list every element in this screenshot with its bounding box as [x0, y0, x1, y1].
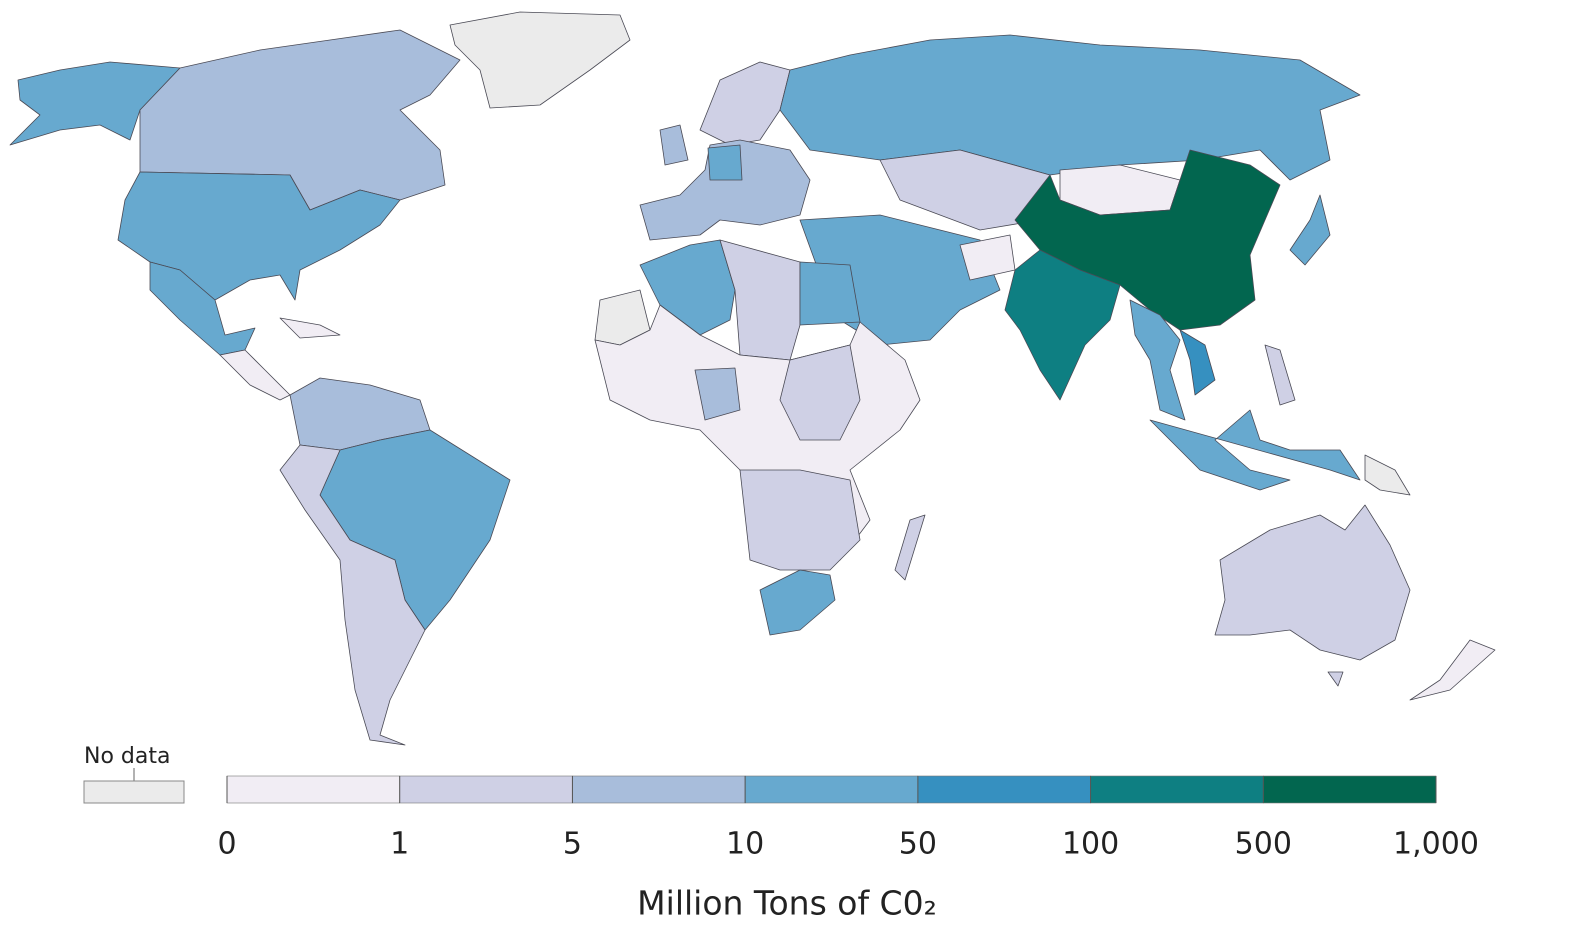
legend: No data Million Tons of C0₂ 0 1 5 10 50 100 50…	[83, 744, 1479, 923]
germany	[707, 144, 743, 181]
tick-label: 1,000	[1393, 827, 1479, 862]
greenland	[449, 11, 631, 109]
scandinavia	[699, 61, 791, 146]
legend-bin	[226, 775, 401, 804]
egypt	[799, 261, 861, 326]
tick-label: 100	[1062, 827, 1119, 862]
south-africa	[759, 569, 836, 636]
tick-label: 50	[899, 827, 937, 862]
mexico	[149, 261, 256, 356]
australia	[1214, 504, 1411, 661]
vietnam	[1179, 329, 1216, 396]
no-data-label: No data	[84, 744, 170, 769]
tick-label: 1	[390, 827, 409, 862]
legend-bin	[399, 775, 573, 804]
legend-title: Million Tons of C0₂	[637, 884, 937, 923]
tick-label: 10	[726, 827, 764, 862]
indonesia	[1149, 409, 1361, 491]
central-africa	[779, 344, 861, 441]
central-asia	[879, 149, 1051, 231]
western-europe	[639, 139, 811, 241]
tick-label: 500	[1235, 827, 1292, 862]
tick-label: 5	[563, 827, 582, 862]
legend-bin	[572, 775, 746, 804]
legend-bin	[1090, 775, 1264, 804]
southeast-asia	[1129, 299, 1186, 421]
nigeria	[694, 367, 741, 421]
andes	[279, 444, 426, 746]
papua-new-guinea	[1364, 454, 1411, 496]
afghanistan	[959, 234, 1016, 281]
legend-bin	[917, 775, 1091, 804]
legend-bin	[1262, 775, 1437, 804]
alaska	[9, 61, 181, 146]
madagascar	[894, 514, 926, 581]
usa	[117, 171, 401, 301]
legend-bin	[744, 775, 919, 804]
russia	[779, 34, 1361, 181]
tasmania	[1327, 671, 1344, 687]
uk	[659, 124, 689, 166]
countries	[9, 11, 1496, 746]
central-america	[219, 349, 291, 401]
southern-africa	[739, 469, 861, 571]
new-zealand	[1409, 639, 1496, 701]
no-data-swatch	[83, 780, 185, 804]
japan	[1289, 194, 1331, 266]
philippines	[1264, 344, 1296, 406]
tick-label: 0	[217, 827, 236, 862]
india	[1004, 249, 1121, 401]
caribbean	[279, 317, 341, 339]
